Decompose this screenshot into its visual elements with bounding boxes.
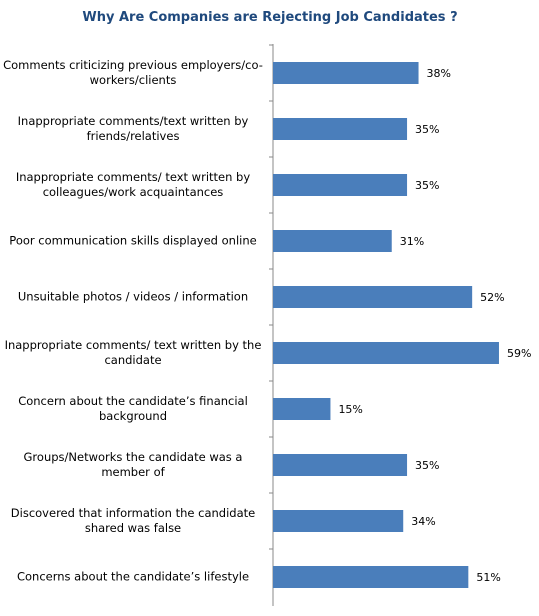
bar [273,230,392,252]
bar [273,62,419,84]
category-label: Inappropriate comments/ text written by … [4,338,262,367]
value-label: 31% [400,235,424,248]
chart-title: Why Are Companies are Rejecting Job Cand… [82,10,457,25]
category-label: Discovered that information the candidat… [10,506,256,535]
bar [273,174,408,196]
bar [273,118,408,140]
value-label: 35% [415,123,439,136]
bar [273,510,404,532]
category-label: Inappropriate comments/ text written by … [15,170,251,199]
value-label: 59% [507,347,531,360]
bar [273,566,469,588]
bar [273,398,331,420]
bar [273,286,473,308]
bar [273,454,408,476]
bar [273,342,499,364]
category-label: Concern about the candidate’s financial … [18,394,248,423]
value-label: 51% [476,571,500,584]
value-label: 15% [338,403,362,416]
category-label: Inappropriate comments/text written by f… [17,114,249,143]
value-label: 35% [415,179,439,192]
value-label: 34% [411,515,435,528]
value-label: 35% [415,459,439,472]
category-label: Groups/Networks the candidate was a memb… [23,450,243,479]
category-label: Concerns about the candidate’s lifestyle [16,569,250,584]
category-label: Comments criticizing previous employers/… [3,58,263,87]
value-label: 38% [427,67,451,80]
value-label: 52% [480,291,504,304]
category-label: Poor communication skills displayed onli… [9,233,257,248]
category-label: Unsuitable photos / videos / information [17,289,249,304]
